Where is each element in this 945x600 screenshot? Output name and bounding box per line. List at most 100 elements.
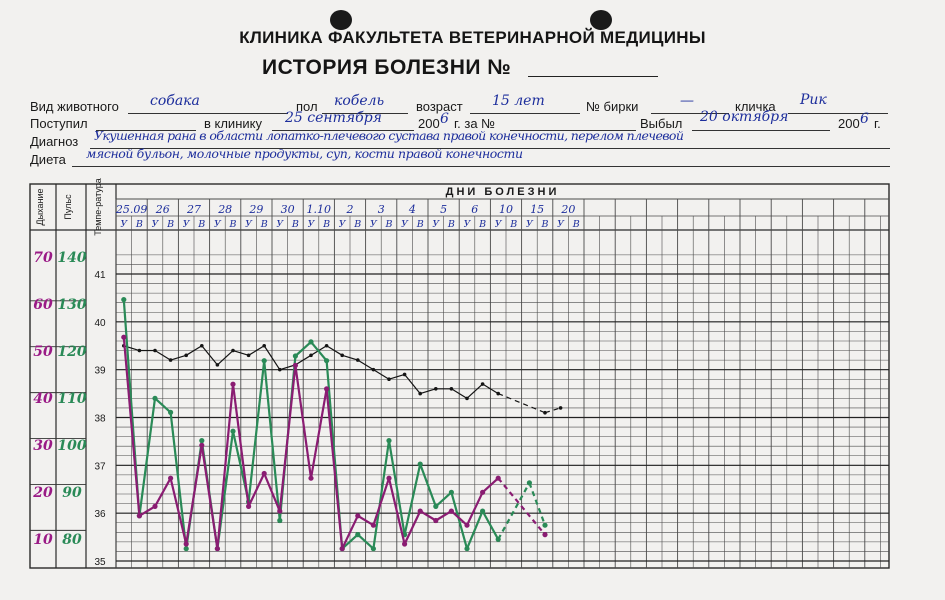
respiration-point — [417, 508, 423, 514]
half-day-label: В — [541, 219, 549, 230]
respiration-segment — [403, 510, 422, 545]
date-label: 29 — [248, 203, 263, 216]
punch-hole-left — [330, 10, 352, 30]
half-day-label: В — [353, 219, 361, 230]
value-animal: собака — [150, 93, 200, 109]
respiration-segment — [247, 473, 266, 507]
temperature-segment — [404, 374, 421, 394]
half-day-label: У — [120, 219, 128, 230]
respiration-point — [370, 522, 376, 528]
pulse-point — [417, 461, 423, 467]
respiration-segment — [481, 477, 499, 494]
pulse-segment — [387, 440, 406, 535]
label-year1-suffix: г. за № — [454, 116, 496, 131]
temperature-point — [137, 348, 142, 353]
respiration-point — [402, 541, 408, 547]
value-diagnosis: Укушенная рана в области лопатко-плечево… — [94, 128, 684, 143]
respiration-segment — [154, 477, 172, 507]
pulse-point — [495, 536, 501, 542]
respiration-point — [448, 508, 454, 514]
temperature-point — [215, 363, 220, 367]
half-day-label: У — [432, 219, 440, 230]
pulse-point — [168, 409, 174, 415]
label-to-clinic: в клинику — [204, 116, 262, 131]
respiration-point — [246, 503, 252, 509]
half-day-label: У — [370, 219, 378, 230]
half-day-label: В — [135, 219, 143, 230]
date-label: 1.10 — [307, 203, 332, 216]
temperature-segment — [248, 345, 265, 356]
date-label: 20 — [560, 203, 575, 216]
temperature-point — [278, 367, 282, 372]
temperature-point — [262, 343, 267, 348]
temperature-segment — [185, 345, 203, 356]
temperature-point — [496, 391, 501, 396]
temperature-segment — [295, 354, 312, 366]
pulse-point — [526, 480, 533, 486]
pulse-point — [480, 508, 486, 514]
date-label: 5 — [440, 203, 447, 216]
half-day-label: В — [478, 219, 486, 230]
temperature-segment — [170, 354, 187, 361]
label-temperature: Темпе-ратура — [93, 178, 103, 236]
temperature-segment — [420, 388, 436, 395]
date-label: 4 — [408, 203, 416, 216]
temperature-segment — [357, 359, 374, 371]
label-tag: № бирки — [586, 99, 639, 114]
temperature-point — [340, 353, 345, 358]
pulse-tick: 100 — [57, 438, 86, 454]
half-day-label: В — [229, 219, 237, 230]
pulse-point — [292, 353, 298, 359]
temperature-point — [543, 410, 547, 415]
date-label: 6 — [471, 203, 478, 216]
pulse-segment — [372, 440, 391, 549]
label-year2: 200 — [838, 116, 860, 131]
date-label: 26 — [155, 203, 170, 216]
temperature-point — [356, 358, 360, 362]
respiration-segment — [122, 337, 141, 516]
pulse-segment — [403, 463, 422, 535]
respiration-tick: 60 — [33, 297, 53, 313]
temperature-segment — [544, 407, 561, 414]
pulse-point — [386, 438, 392, 444]
pulse-tick: 90 — [62, 485, 82, 501]
temperature-tick: 38 — [94, 414, 106, 425]
temperature-point — [387, 377, 391, 382]
label-year1: 200 — [418, 116, 440, 131]
label-animal: Вид животного — [30, 99, 119, 114]
half-day-label: В — [509, 219, 517, 230]
label-sex: пол — [296, 99, 318, 114]
label-admitted: Поступил — [30, 116, 88, 131]
respiration-segment — [387, 477, 406, 545]
clinic-title: КЛИНИКА ФАКУЛЬТЕТА ВЕТЕРИНАРНОЙ МЕДИЦИНЫ — [239, 28, 706, 47]
pulse-point — [183, 546, 189, 552]
half-day-label: В — [447, 219, 455, 230]
temperature-segment — [373, 369, 390, 380]
temperature-segment — [451, 388, 468, 399]
respiration-segment — [450, 510, 468, 527]
respiration-segment — [357, 514, 374, 527]
half-day-label: В — [572, 219, 580, 230]
respiration-tick: 40 — [33, 391, 53, 407]
temperature-point — [153, 348, 157, 353]
respiration-point — [386, 475, 392, 481]
pulse-point — [152, 395, 158, 401]
respiration-tick: 70 — [33, 250, 53, 266]
pulse-point — [355, 532, 361, 538]
pulse-tick: 130 — [57, 297, 86, 313]
respiration-tick: 10 — [33, 532, 53, 548]
pulse-segment — [528, 482, 547, 526]
value-admission-date: 25 сентября — [285, 110, 382, 126]
half-day-label: В — [385, 219, 393, 230]
date-label: 27 — [186, 203, 201, 216]
respiration-segment — [419, 510, 437, 522]
pulse-segment — [294, 341, 312, 357]
respiration-point — [464, 522, 470, 528]
temperature-point — [184, 353, 188, 358]
pulse-segment — [419, 463, 437, 507]
temperature-point — [246, 353, 251, 358]
temperature-segment — [342, 354, 358, 361]
respiration-point — [214, 546, 220, 552]
respiration-point — [136, 513, 142, 519]
